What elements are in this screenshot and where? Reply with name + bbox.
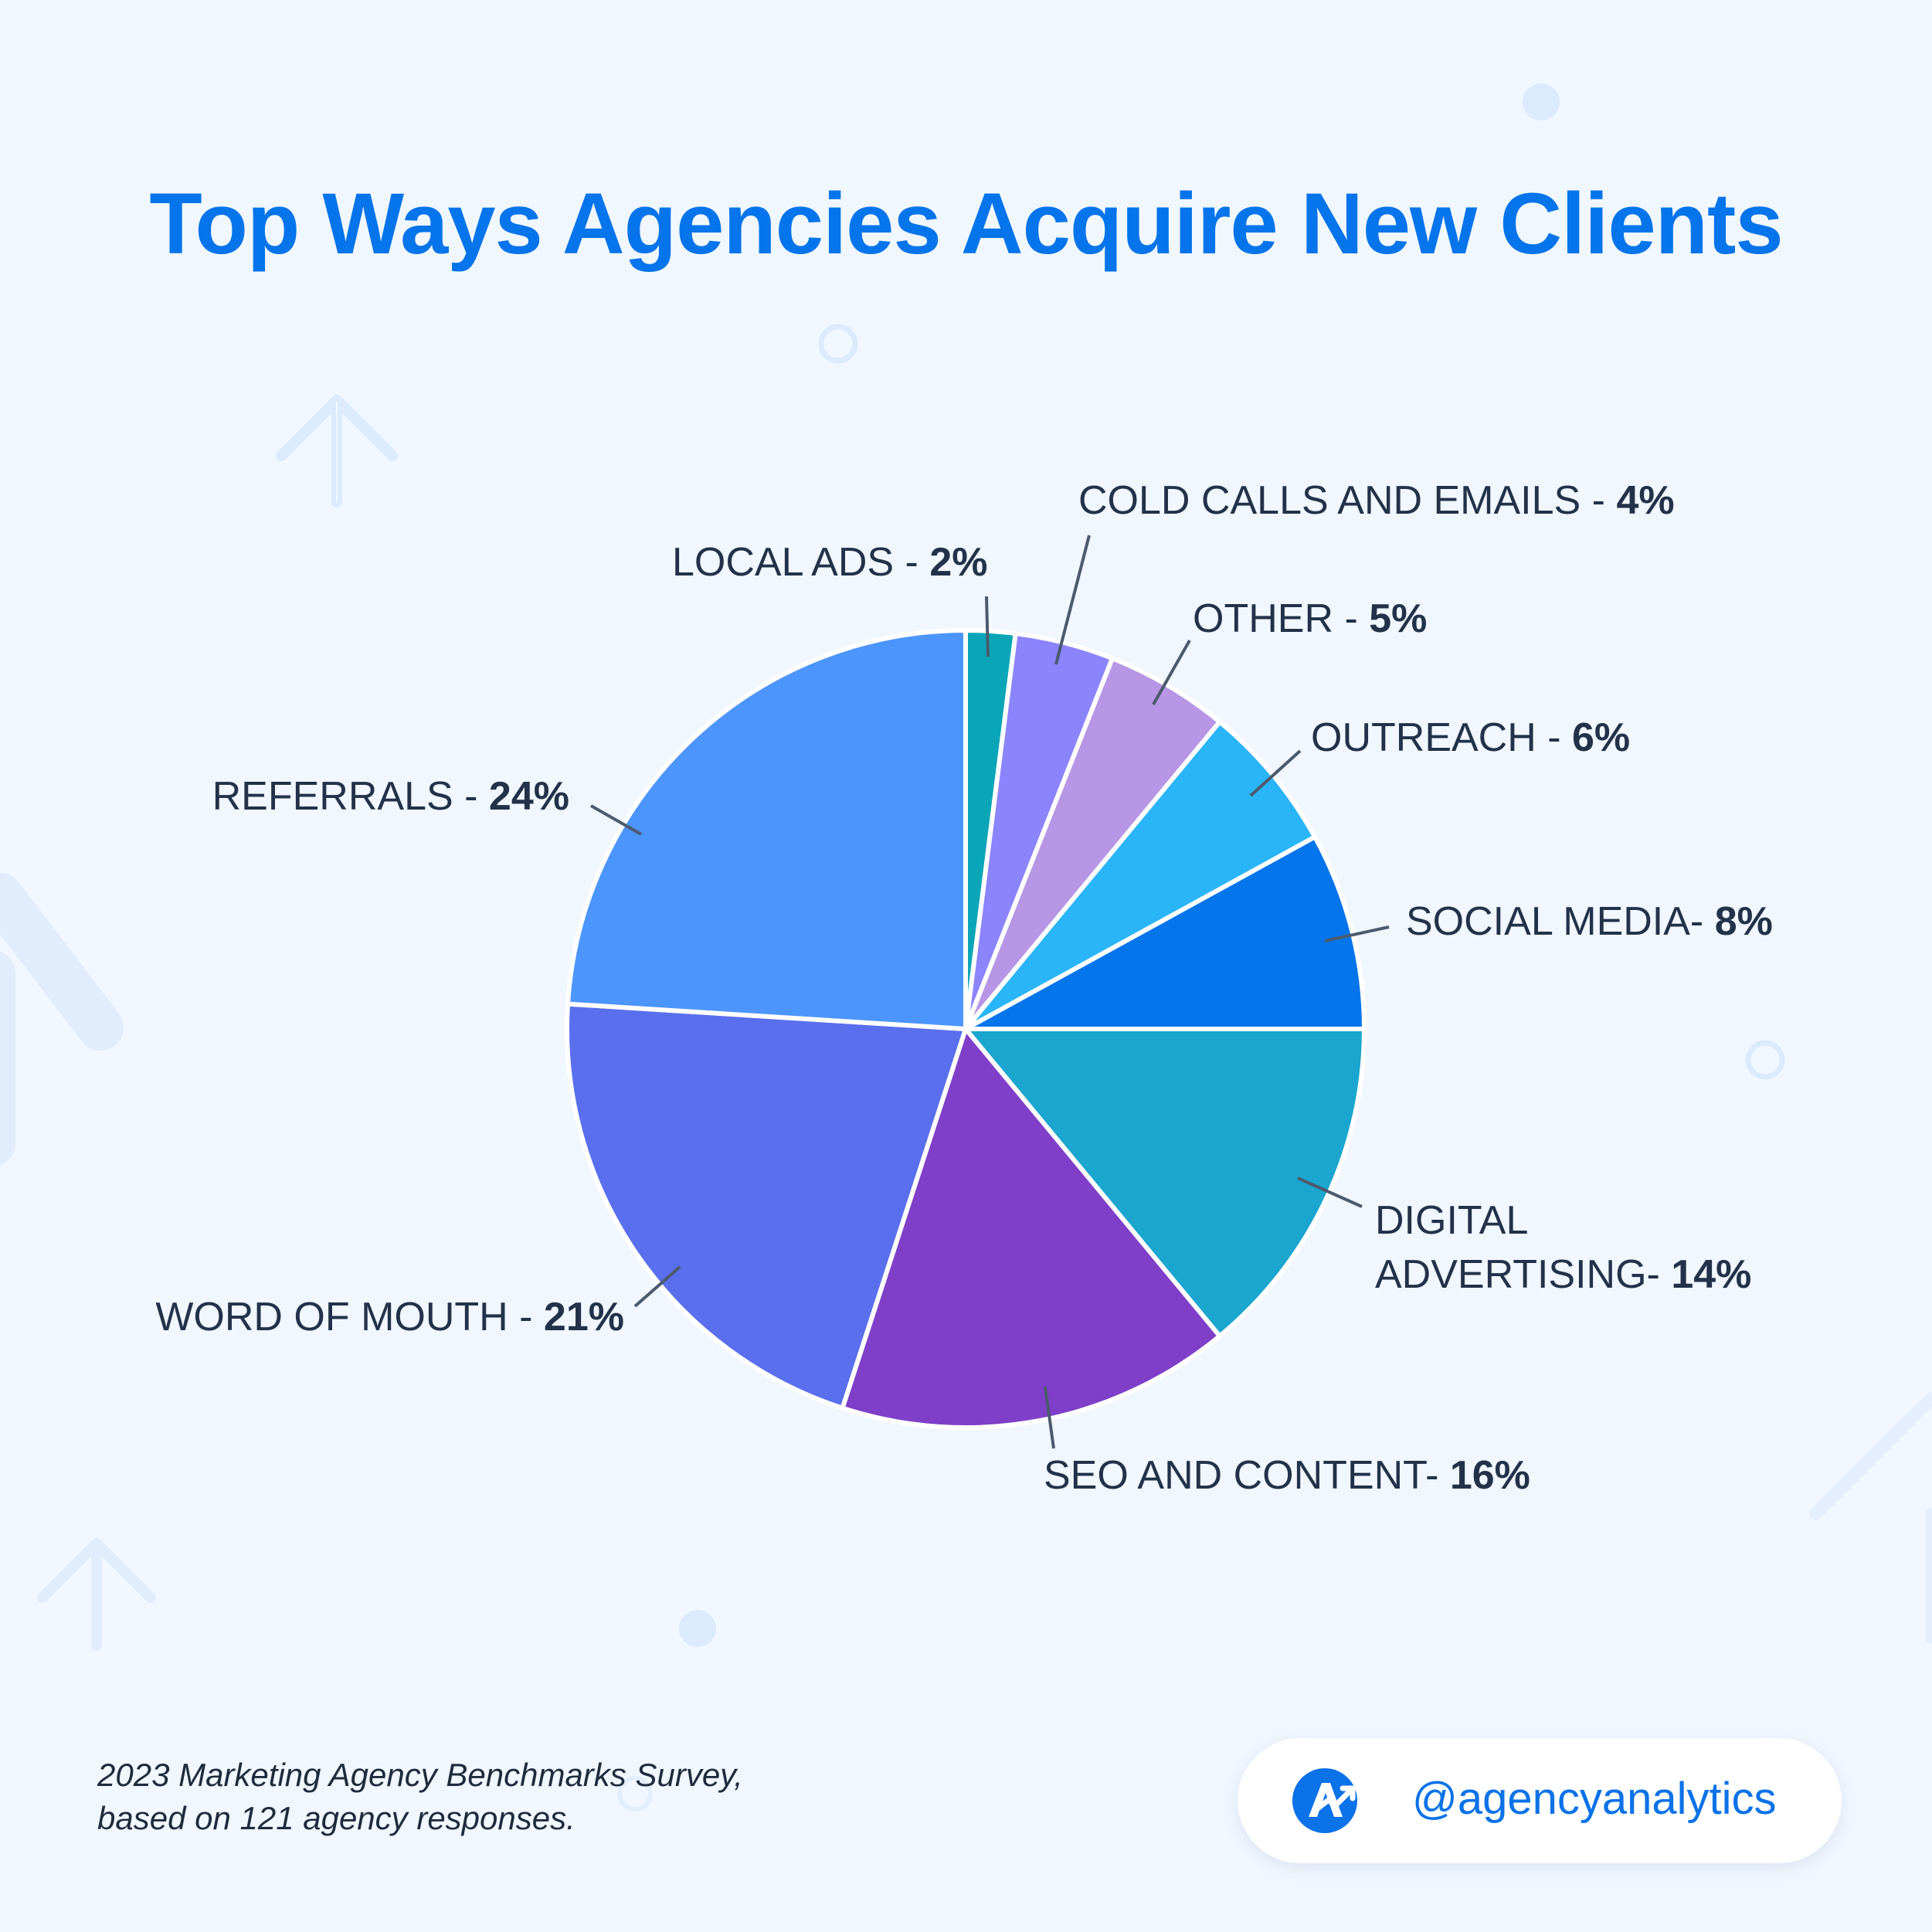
decor-arrow-up-icon xyxy=(1809,1392,1932,1644)
decor-arrow-up-icon xyxy=(0,873,124,1166)
decor-dot-icon xyxy=(679,1610,716,1647)
leader-line xyxy=(1152,640,1191,705)
pie-slice-word-of-mouth xyxy=(565,1001,968,1411)
brand-handle: @agencyanalytics xyxy=(1412,1774,1777,1824)
leader-line xyxy=(1054,535,1091,665)
slice-label: WORD OF MOUTH - 21% xyxy=(155,1295,624,1339)
leader-line xyxy=(1044,1386,1055,1449)
slice-label: SOCIAL MEDIA- 8% xyxy=(1406,899,1773,944)
pie-slice-referrals xyxy=(565,628,968,1031)
leader-lines xyxy=(590,535,1390,1449)
footnote-line-1: 2023 Marketing Agency Benchmarks Survey, xyxy=(97,1757,743,1793)
decor-arrow-up-icon xyxy=(276,395,398,508)
pie-slice-social-media xyxy=(963,834,1367,1031)
decor-ring-icon xyxy=(818,324,858,364)
brand-badge: @agencyanalytics xyxy=(1238,1738,1842,1863)
leader-line xyxy=(1249,749,1302,797)
slice-label: ADVERTISING- 14% xyxy=(1375,1252,1751,1297)
pie-slices xyxy=(565,628,1367,1430)
leader-line xyxy=(633,1265,681,1308)
pie-slice-other xyxy=(963,656,1222,1031)
slice-label: LOCAL ADS - 2% xyxy=(672,540,987,585)
decor-ring-icon xyxy=(617,1776,653,1811)
slice-label: DIGITAL xyxy=(1375,1198,1528,1243)
leader-line xyxy=(1297,1177,1363,1208)
footnote-line-2: based on 121 agency responses. xyxy=(97,1800,576,1836)
slice-label: OTHER - 5% xyxy=(1193,596,1427,641)
pie-slice-seo-and-content xyxy=(840,1027,1222,1430)
decor-arrow-up-icon xyxy=(37,1538,156,1651)
slice-label: COLD CALLS AND EMAILS - 4% xyxy=(1078,478,1675,523)
leader-line xyxy=(1324,925,1390,942)
slice-label: REFERRALS - 24% xyxy=(212,774,569,819)
chart-title: Top Ways Agencies Acquire New Clients xyxy=(149,175,1783,272)
decor-ring-icon xyxy=(1745,1040,1785,1080)
slice-label: SEO AND CONTENT- 16% xyxy=(1044,1453,1530,1498)
decor-dot-icon xyxy=(1523,83,1560,121)
leader-line xyxy=(985,596,990,657)
agencyanalytics-logo-icon xyxy=(1292,1768,1357,1833)
pie-slice-digital xyxy=(963,1027,1367,1339)
slice-labels: LOCAL ADS - 2% COLD CALLS AND EMAILS - 4%… xyxy=(155,478,1773,1498)
leader-line xyxy=(590,804,642,836)
source-footnote: 2023 Marketing Agency Benchmarks Survey,… xyxy=(97,1754,743,1840)
slice-label: OUTREACH - 6% xyxy=(1311,715,1630,760)
